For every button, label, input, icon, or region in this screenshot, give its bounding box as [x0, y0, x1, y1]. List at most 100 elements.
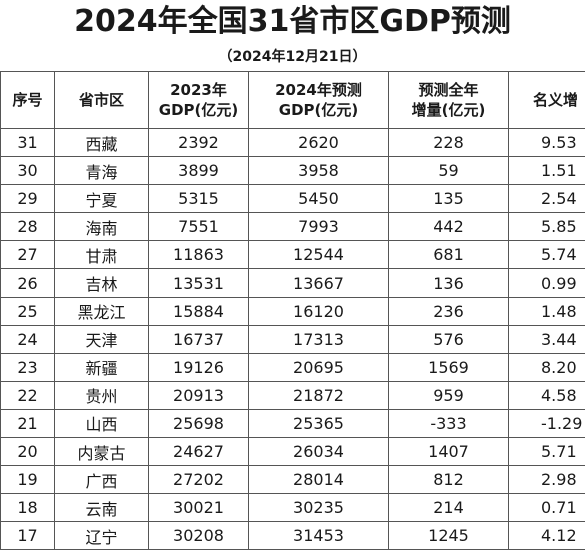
growth-cell: 3.44: [509, 325, 585, 353]
gdp-2023-cell: 13531: [149, 269, 249, 297]
increment-cell: 1569: [389, 353, 509, 381]
growth-cell: 5.74: [509, 241, 585, 269]
gdp-2024-cell: 16120: [249, 297, 389, 325]
gdp-2024-cell: 13667: [249, 269, 389, 297]
increment-cell: 1407: [389, 438, 509, 466]
region-cell: 云南: [55, 494, 149, 522]
growth-cell: 2.54: [509, 185, 585, 213]
region-cell: 吉林: [55, 269, 149, 297]
gdp-2024-cell: 17313: [249, 325, 389, 353]
increment-cell: 214: [389, 494, 509, 522]
rank-cell: 31: [1, 129, 55, 157]
rank-cell: 17: [1, 522, 55, 550]
header-nominal-growth: 名义增: [509, 72, 585, 129]
increment-cell: 236: [389, 297, 509, 325]
increment-cell: 959: [389, 381, 509, 409]
region-cell: 天津: [55, 325, 149, 353]
gdp-2023-cell: 30208: [149, 522, 249, 550]
increment-cell: -333: [389, 409, 509, 437]
rank-cell: 27: [1, 241, 55, 269]
increment-cell: 228: [389, 129, 509, 157]
gdp-2023-cell: 25698: [149, 409, 249, 437]
growth-cell: 9.53: [509, 129, 585, 157]
gdp-2024-cell: 7993: [249, 213, 389, 241]
region-cell: 青海: [55, 157, 149, 185]
rank-cell: 26: [1, 269, 55, 297]
page-title: 2024年全国31省市区GDP预测: [0, 2, 585, 42]
growth-cell: 8.20: [509, 353, 585, 381]
header-increment: 预测全年增量(亿元): [389, 72, 509, 129]
region-cell: 宁夏: [55, 185, 149, 213]
rank-cell: 30: [1, 157, 55, 185]
growth-cell: 4.12: [509, 522, 585, 550]
increment-cell: 812: [389, 466, 509, 494]
gdp-2023-cell: 2392: [149, 129, 249, 157]
rank-cell: 21: [1, 409, 55, 437]
increment-cell: 442: [389, 213, 509, 241]
gdp-2024-cell: 3958: [249, 157, 389, 185]
gdp-2024-cell: 31453: [249, 522, 389, 550]
rank-cell: 19: [1, 466, 55, 494]
growth-cell: 5.85: [509, 213, 585, 241]
gdp-2023-cell: 5315: [149, 185, 249, 213]
growth-cell: 1.51: [509, 157, 585, 185]
region-cell: 西藏: [55, 129, 149, 157]
growth-cell: 0.99: [509, 269, 585, 297]
increment-cell: 135: [389, 185, 509, 213]
growth-cell: 2.98: [509, 466, 585, 494]
increment-cell: 576: [389, 325, 509, 353]
gdp-2024-cell: 28014: [249, 466, 389, 494]
region-cell: 山西: [55, 409, 149, 437]
rank-cell: 18: [1, 494, 55, 522]
gdp-2024-cell: 21872: [249, 381, 389, 409]
growth-cell: -1.29: [509, 409, 585, 437]
page-subtitle: （2024年12月21日）: [0, 48, 585, 66]
gdp-2024-cell: 30235: [249, 494, 389, 522]
growth-cell: 4.58: [509, 381, 585, 409]
gdp-2023-cell: 24627: [149, 438, 249, 466]
rank-cell: 28: [1, 213, 55, 241]
gdp-2023-cell: 20913: [149, 381, 249, 409]
gdp-2023-cell: 15884: [149, 297, 249, 325]
rank-cell: 22: [1, 381, 55, 409]
gdp-2023-cell: 7551: [149, 213, 249, 241]
growth-cell: 1.48: [509, 297, 585, 325]
header-rank: 序号: [1, 72, 55, 129]
header-region: 省市区: [55, 72, 149, 129]
gdp-2024-cell: 12544: [249, 241, 389, 269]
rank-cell: 29: [1, 185, 55, 213]
region-cell: 内蒙古: [55, 438, 149, 466]
region-cell: 辽宁: [55, 522, 149, 550]
rank-cell: 23: [1, 353, 55, 381]
increment-cell: 59: [389, 157, 509, 185]
rank-cell: 20: [1, 438, 55, 466]
growth-cell: 5.71: [509, 438, 585, 466]
region-cell: 贵州: [55, 381, 149, 409]
gdp-2024-cell: 26034: [249, 438, 389, 466]
region-cell: 海南: [55, 213, 149, 241]
gdp-2024-cell: 20695: [249, 353, 389, 381]
gdp-2023-cell: 3899: [149, 157, 249, 185]
gdp-2024-cell: 5450: [249, 185, 389, 213]
gdp-2023-cell: 30021: [149, 494, 249, 522]
region-cell: 新疆: [55, 353, 149, 381]
gdp-2023-cell: 11863: [149, 241, 249, 269]
rank-cell: 25: [1, 297, 55, 325]
